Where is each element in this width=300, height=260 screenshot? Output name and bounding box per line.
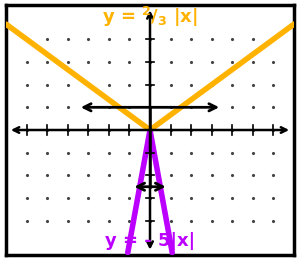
- Text: y = - 5|x|: y = - 5|x|: [105, 232, 195, 250]
- Text: y = $\mathregular{^2/_3}$ |x|: y = $\mathregular{^2/_3}$ |x|: [102, 4, 198, 29]
